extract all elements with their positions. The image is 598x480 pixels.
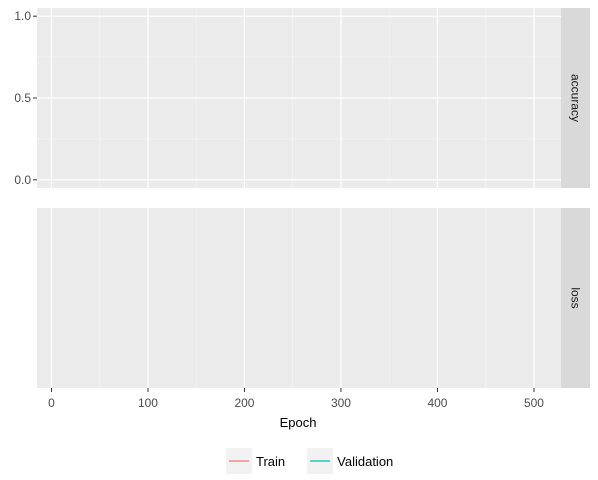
x-tick-label: 500 [524,396,544,410]
facet-loss: loss [37,208,590,388]
x-tick-label: 100 [138,396,158,410]
y-tick-label: 0.0 [14,173,31,187]
x-axis-title: Epoch [280,415,317,430]
x-tick-label: 200 [234,396,254,410]
legend-item-train: Train [226,448,285,474]
x-axis: 0 100 200 300 400 500 [48,388,544,410]
legend-item-validation: Validation [307,448,393,474]
facet-strip-label: loss [569,287,583,308]
x-tick-label: 300 [331,396,351,410]
panel-background [37,208,561,388]
facets: 0.0 0.5 1.0 accuracy loss [14,8,590,388]
x-tick-label: 0 [48,396,55,410]
facet-accuracy: 0.0 0.5 1.0 accuracy [14,8,590,188]
legend-label: Validation [337,454,393,469]
x-tick-label: 400 [427,396,447,410]
y-tick-label: 1.0 [14,9,31,23]
facet-strip-label: accuracy [569,74,583,122]
facet-strip [561,8,590,188]
y-tick-label: 0.5 [14,91,31,105]
facet-strip [561,208,590,388]
legend-label: Train [256,454,285,469]
legend: Train Validation [226,448,393,474]
